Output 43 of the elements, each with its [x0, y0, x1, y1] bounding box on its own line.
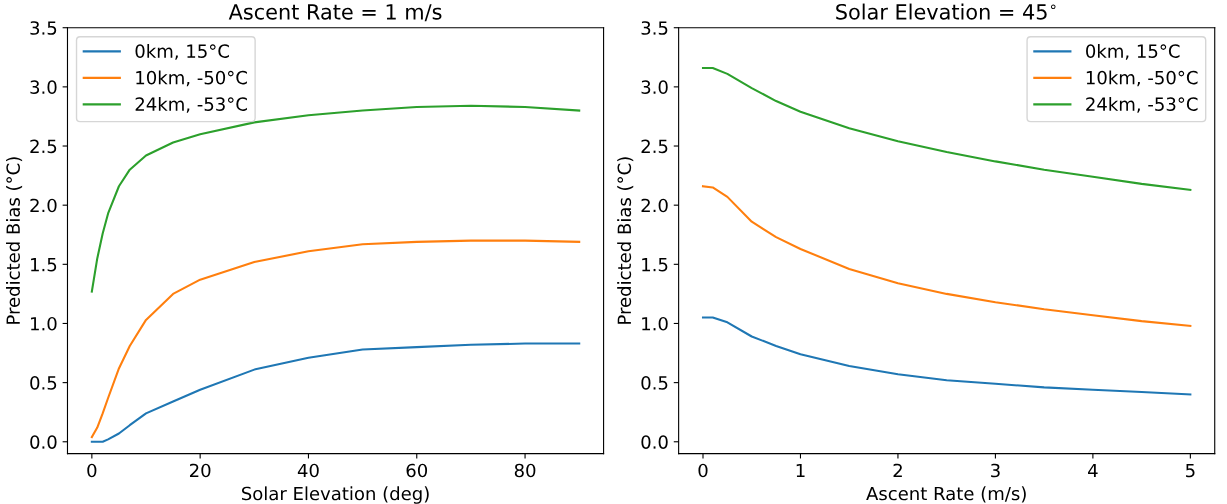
x-tick-label: 0 [87, 463, 97, 478]
legend-label: 0km, 15°C [1086, 43, 1180, 60]
x-tick-label: 2 [893, 463, 902, 478]
x-tick-label: 40 [297, 463, 319, 478]
y-tick-label: 3.0 [30, 80, 57, 94]
x-tick-label: 80 [514, 463, 536, 478]
legend-label: 24km, -53°C [1086, 96, 1198, 113]
y-tick-label: 2.5 [641, 139, 668, 154]
line-series [90, 342, 581, 443]
x-tick-label: 3 [991, 463, 1000, 478]
y-axis-title: Predicted Bias (°C) [6, 157, 23, 324]
x-tick-label: 0 [698, 463, 708, 478]
legend-label: 10km, -50°C [136, 70, 247, 87]
x-tick-label: 4 [1088, 463, 1098, 478]
y-axis-title: Predicted Bias (°C) [617, 157, 634, 324]
legend-label: 10km, -50°C [1086, 70, 1198, 87]
x-axis-title: Ascent Rate (m/s) [866, 486, 1026, 503]
line-series [701, 316, 1192, 396]
x-tick-label: 60 [406, 463, 428, 478]
y-tick-label: 2.0 [641, 198, 668, 213]
y-tick-label: 0.0 [30, 435, 57, 449]
y-tick-label: 1.0 [642, 316, 668, 331]
x-tick-label: 5 [1186, 463, 1195, 478]
y-tick-label: 0.5 [30, 376, 57, 390]
legend-label: 24km, -53°C [135, 96, 247, 113]
line-series [701, 185, 1192, 327]
chart-title: Solar Elevation = 45$^{∘}$ [836, 3, 1056, 20]
y-tick-label: 3.0 [641, 80, 668, 94]
x-tick-label: 20 [189, 463, 211, 478]
y-tick-label: 3.5 [641, 21, 668, 35]
x-axis-title: Solar Elevation (deg) [241, 486, 429, 504]
y-tick-label: 1.5 [642, 258, 668, 272]
line-series [90, 239, 581, 439]
chart-title: Ascent Rate = 1 m/s [228, 4, 442, 22]
legend-label: 0km, 15°C [135, 43, 229, 60]
y-tick-label: 1.0 [31, 316, 57, 331]
y-tick-label: 0.0 [641, 435, 668, 449]
y-tick-label: 2.0 [30, 198, 57, 213]
y-tick-label: 0.5 [641, 376, 668, 390]
y-tick-label: 1.5 [31, 258, 57, 272]
y-tick-label: 2.5 [30, 139, 57, 154]
y-tick-label: 3.5 [30, 21, 57, 35]
x-tick-label: 1 [796, 463, 805, 478]
